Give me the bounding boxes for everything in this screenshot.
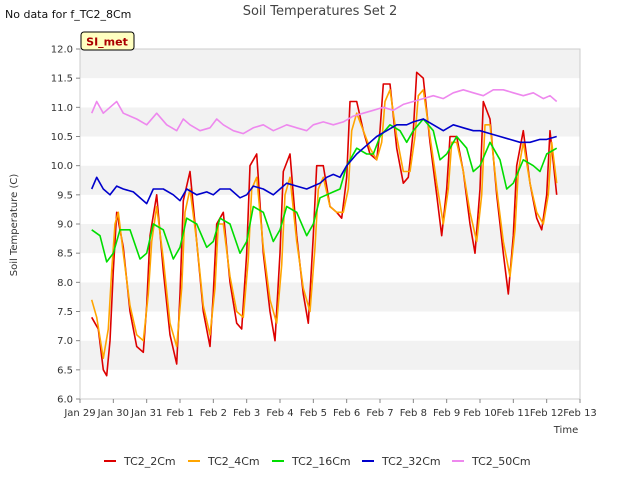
x-tick-label: Feb 7	[366, 408, 393, 419]
y-tick-label: 9.5	[57, 190, 73, 201]
x-tick-label: Feb 12	[530, 408, 564, 419]
series-line-tc2_16cm	[91, 118, 558, 263]
x-tick-label: Feb 4	[266, 408, 293, 419]
x-tick-label: Jan 29	[63, 408, 95, 419]
y-tick-label: 10.0	[51, 161, 73, 172]
no-data-notice: No data for f_TC2_8Cm	[5, 8, 131, 21]
y-tick-label: 11.5	[51, 74, 73, 85]
legend-entry-label: TC2_50Cm	[471, 455, 531, 468]
x-axis-label: Time	[553, 425, 578, 436]
site-badge-label: SI_met	[86, 36, 128, 49]
y-tick-label: 11.0	[51, 103, 73, 114]
legend-entry-label: TC2_32Cm	[381, 455, 441, 468]
legend-entry-label: TC2_4Cm	[207, 455, 260, 468]
x-tick-label: Jan 31	[130, 408, 162, 419]
grid-band	[80, 311, 580, 341]
series-line-tc2_50cm	[90, 89, 558, 135]
grid-band	[80, 369, 580, 399]
grid-band	[80, 282, 580, 312]
y-tick-label: 6.0	[57, 395, 73, 406]
site-badge: SI_met	[80, 31, 135, 51]
y-tick-label: 6.5	[57, 365, 73, 376]
grid-band	[80, 49, 580, 79]
y-tick-label: 10.5	[51, 132, 73, 143]
y-axis-label: Soil Temperature (C)	[9, 174, 20, 277]
x-tick-label: Feb 6	[333, 408, 360, 419]
x-tick-label: Feb 2	[200, 408, 227, 419]
legend-entry-label: TC2_16Cm	[291, 455, 351, 468]
y-tick-label: 7.0	[57, 336, 73, 347]
x-tick-label: Feb 1	[166, 408, 193, 419]
y-tick-label: 9.0	[57, 220, 73, 231]
x-tick-label: Feb 11	[497, 408, 531, 419]
x-tick-label: Feb 5	[300, 408, 327, 419]
grid-band	[80, 136, 580, 166]
grid-band	[80, 78, 580, 108]
grid-band	[80, 224, 580, 254]
series-lines	[90, 71, 558, 377]
x-tick-label: Jan 30	[97, 408, 129, 419]
legend: TC2_2Cm TC2_4Cm TC2_16Cm TC2_32Cm TC2_50Cm	[104, 455, 531, 468]
y-axis: 6.0 6.5 7.0 7.5 8.0 8.5 9.0 9.5 10.0 10.5 11.0 11.5…	[51, 45, 80, 406]
x-tick-label: Feb 10	[463, 408, 497, 419]
y-tick-label: 8.5	[57, 249, 73, 260]
x-tick-label: Feb 13	[563, 408, 597, 419]
x-tick-label: Feb 8	[400, 408, 427, 419]
grid-band	[80, 340, 580, 370]
grid-band	[80, 107, 580, 137]
legend-entry-label: TC2_2Cm	[123, 455, 176, 468]
x-tick-label: Feb 3	[233, 408, 260, 419]
series-line-tc2_32cm	[90, 118, 557, 205]
x-axis: Jan 29 Jan 30 Jan 31 Feb 1 Feb 2 Feb 3 Feb 4 Fe…	[63, 399, 597, 419]
y-tick-label: 7.5	[57, 307, 73, 318]
chart-title: Soil Temperatures Set 2	[243, 4, 398, 19]
y-tick-label: 8.0	[57, 278, 73, 289]
x-tick-label: Feb 9	[433, 408, 460, 419]
y-tick-label: 12.0	[51, 45, 73, 56]
